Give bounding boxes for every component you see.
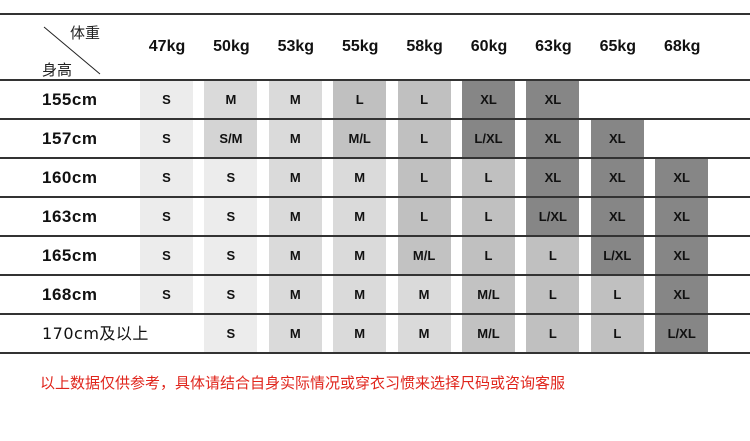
weight-header: 60kg <box>470 38 508 55</box>
row-divider <box>0 274 750 276</box>
size-cell: XL <box>655 198 709 235</box>
size-cell: M <box>333 159 387 196</box>
weight-header: 55kg <box>341 38 379 55</box>
size-cell: L <box>397 159 451 196</box>
size-cell: L <box>462 237 515 274</box>
size-cell: M <box>333 276 387 313</box>
row-divider <box>0 196 750 198</box>
size-cell: S <box>204 276 258 313</box>
size-cell: L <box>526 315 580 352</box>
size-cell: S <box>140 237 193 274</box>
height-label: 165cm <box>42 246 98 265</box>
weight-header: 47kg <box>148 38 186 55</box>
size-cell: XL <box>590 120 644 157</box>
size-cell: S <box>204 198 258 235</box>
size-cell: L/XL <box>590 237 644 274</box>
size-cell: M/L <box>333 120 387 157</box>
size-cell: L <box>590 276 644 313</box>
size-cell: S <box>204 315 258 352</box>
height-label: 157cm <box>42 129 98 148</box>
height-label: 155cm <box>42 90 98 109</box>
weight-header: 68kg <box>663 38 701 55</box>
size-cell: L <box>397 120 451 157</box>
size-cell: XL <box>526 120 580 157</box>
table-bottom-border <box>0 352 750 354</box>
size-cell: XL <box>590 159 644 196</box>
row-divider <box>0 157 750 159</box>
height-axis-label: 身高 <box>42 61 73 79</box>
size-cell: S <box>204 237 258 274</box>
row-divider <box>0 235 750 237</box>
weight-header: 65kg <box>599 38 637 55</box>
corner-diagonal <box>43 26 101 75</box>
row-divider <box>0 313 750 315</box>
size-cell: L <box>462 159 515 196</box>
size-cell: S <box>140 198 193 235</box>
size-cell: XL <box>526 81 580 118</box>
size-cell: XL <box>590 198 644 235</box>
size-cell: M <box>268 81 322 118</box>
weight-header: 63kg <box>535 38 572 55</box>
size-cell: M <box>204 81 258 118</box>
table-top-border <box>0 13 750 15</box>
size-cell: L/XL <box>462 120 515 157</box>
size-cell: XL <box>462 81 515 118</box>
size-cell: M <box>397 276 451 313</box>
row-divider <box>0 118 750 120</box>
weight-axis-label: 体重 <box>70 24 101 42</box>
size-cell: S <box>140 81 193 118</box>
size-cell: S <box>204 159 258 196</box>
size-cell: M/L <box>462 315 515 352</box>
height-label: 160cm <box>42 168 98 187</box>
size-cell: M <box>268 159 322 196</box>
size-cell: M <box>268 315 322 352</box>
size-cell: L/XL <box>526 198 580 235</box>
size-cell: S/M <box>204 120 258 157</box>
size-cell: XL <box>655 237 709 274</box>
size-cell: S <box>140 159 193 196</box>
size-cell: M <box>268 237 322 274</box>
size-cell: L <box>397 198 451 235</box>
size-cell: L <box>462 198 515 235</box>
size-cell: L <box>590 315 644 352</box>
size-cell: M/L <box>462 276 515 313</box>
size-cell: S <box>140 120 193 157</box>
height-label: 170cm及以上 <box>42 324 149 343</box>
size-cell: L <box>397 81 451 118</box>
weight-header: 53kg <box>277 38 315 55</box>
disclaimer-note: 以上数据仅供参考，具体请结合自身实际情况或穿衣习惯来选择尺码或咨询客服 <box>40 374 566 392</box>
size-cell: XL <box>655 276 709 313</box>
size-cell: L <box>333 81 387 118</box>
size-cell: M <box>268 120 322 157</box>
size-cell: L/XL <box>655 315 709 352</box>
size-cell: M <box>268 276 322 313</box>
size-cell: M/L <box>397 237 451 274</box>
height-label: 168cm <box>42 285 98 304</box>
size-cell: M <box>397 315 451 352</box>
size-cell: XL <box>655 159 709 196</box>
size-cell: M <box>268 198 322 235</box>
size-cell: S <box>140 276 193 313</box>
row-divider <box>0 79 750 81</box>
size-cell: L <box>526 276 580 313</box>
weight-header: 50kg <box>213 38 250 55</box>
size-cell: L <box>526 237 580 274</box>
size-cell: M <box>333 237 387 274</box>
size-cell: M <box>333 315 387 352</box>
size-cell: XL <box>526 159 580 196</box>
weight-header: 58kg <box>406 38 443 55</box>
height-label: 163cm <box>42 207 98 226</box>
size-cell: M <box>333 198 387 235</box>
